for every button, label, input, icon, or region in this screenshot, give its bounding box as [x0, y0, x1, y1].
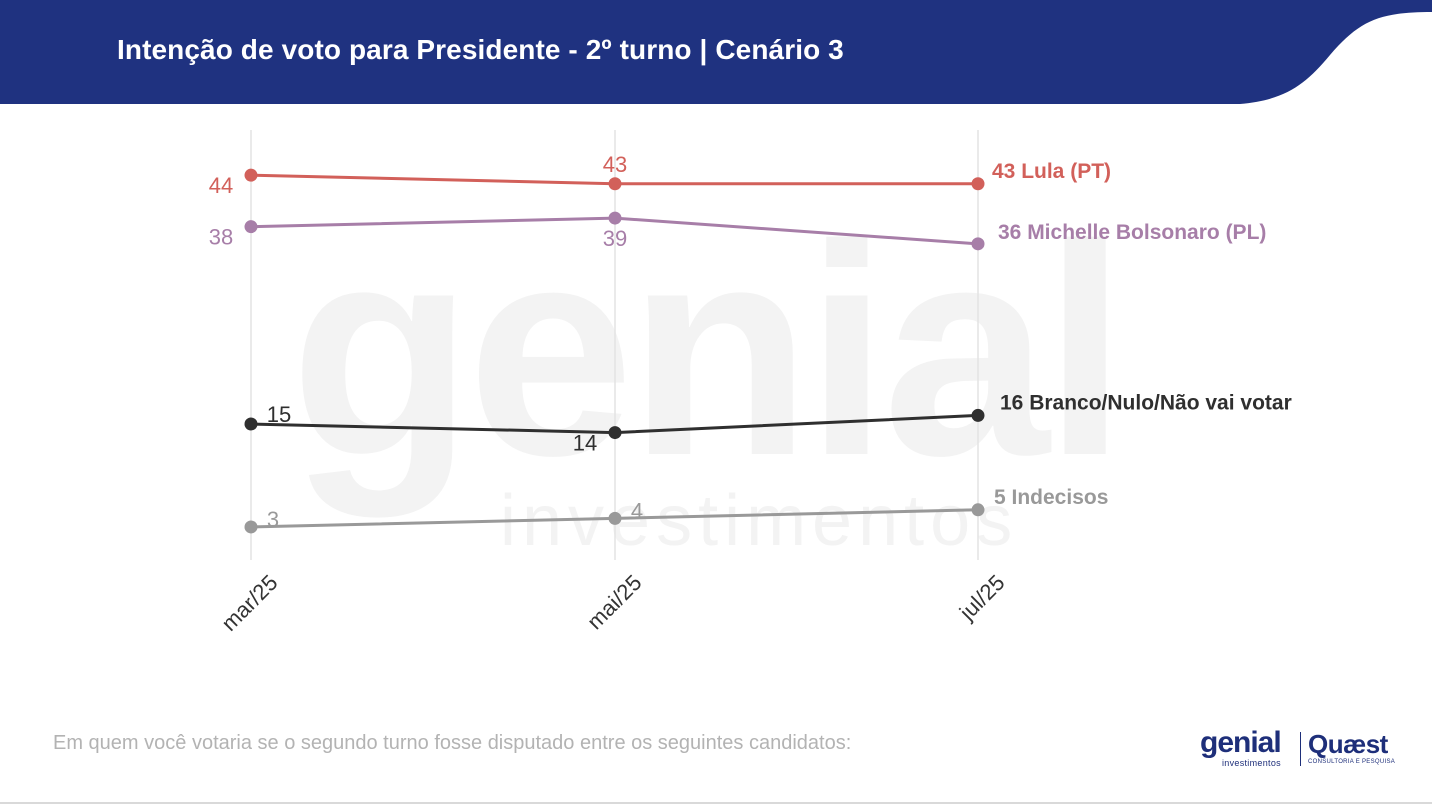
data-point	[971, 177, 985, 191]
data-label: 38	[209, 225, 233, 250]
data-point	[608, 511, 622, 525]
page-title: Intenção de voto para Presidente - 2º tu…	[117, 34, 844, 65]
series-end-label: 16 Branco/Nulo/Não vai votar	[1000, 391, 1292, 414]
data-point	[244, 417, 258, 431]
quaest-logo: Quæst	[1308, 729, 1388, 759]
genial-logo-sub: investimentos	[1222, 758, 1281, 768]
series-end-label: 5 Indecisos	[994, 486, 1108, 509]
data-point	[608, 177, 622, 191]
data-point	[244, 220, 258, 234]
series-end-label: 43 Lula (PT)	[992, 160, 1111, 183]
data-point	[971, 237, 985, 251]
survey-question: Em quem você votaria se o segundo turno …	[53, 732, 852, 754]
series-end-label: 36 Michelle Bolsonaro (PL)	[998, 221, 1266, 244]
data-label: 4	[631, 498, 643, 523]
data-point	[971, 408, 985, 422]
header-background	[0, 0, 1432, 104]
header-bar: Intenção de voto para Presidente - 2º tu…	[0, 0, 1432, 104]
logo-divider	[1300, 732, 1301, 766]
data-point	[244, 168, 258, 182]
brand-logos: genial investimentos Quæst CONSULTORIA E…	[1200, 728, 1400, 772]
genial-logo: genial	[1200, 726, 1282, 759]
bottom-divider	[0, 802, 1432, 804]
data-label: 3	[267, 507, 279, 532]
data-point	[244, 520, 258, 534]
data-label: 15	[267, 402, 291, 427]
data-label: 14	[573, 431, 597, 456]
x-tick-label: mai/25	[582, 570, 646, 634]
data-label: 43	[603, 152, 627, 177]
data-point	[971, 503, 985, 517]
quaest-logo-sub: CONSULTORIA E PESQUISA	[1308, 759, 1396, 765]
x-tick-label: mar/25	[216, 570, 282, 636]
data-label: 39	[603, 226, 627, 251]
data-point	[608, 426, 622, 440]
data-point	[608, 211, 622, 225]
x-tick-label: jul/25	[954, 570, 1010, 626]
data-label: 44	[209, 173, 233, 198]
